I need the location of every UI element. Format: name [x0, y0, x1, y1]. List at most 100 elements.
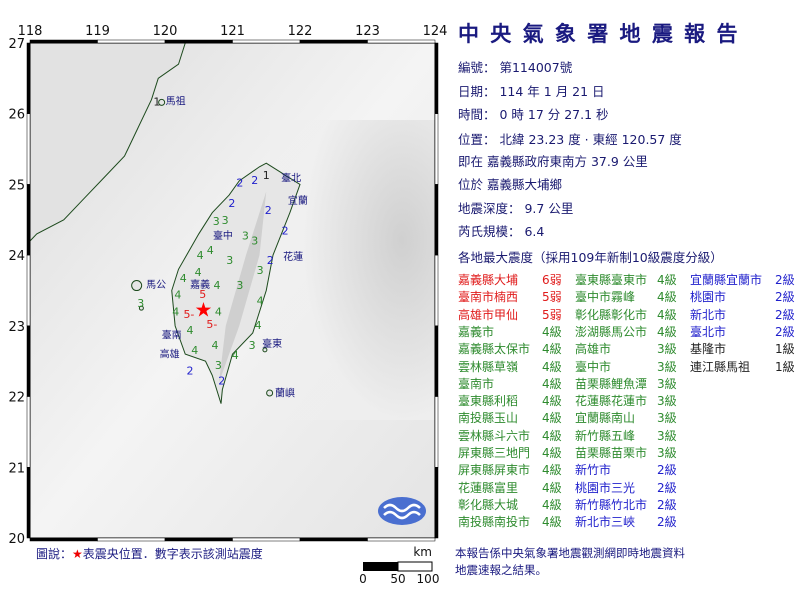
station-intensity-label: 3 [236, 279, 243, 292]
station-intensity-label: 4 [215, 306, 222, 319]
frame-segment-right [434, 113, 439, 185]
intensity-place: 苗栗縣鯉魚潭 [575, 376, 648, 391]
intensity-place: 臺南市 [458, 376, 495, 391]
station-intensity-label: 3 [242, 229, 249, 242]
penghu-island [131, 280, 143, 292]
frame-segment-right [434, 396, 439, 468]
station-intensity-label: 4 [197, 249, 204, 262]
intensity-level: 3級 [657, 376, 677, 391]
station-intensity-label: 1 [153, 96, 160, 109]
lon-tick-label: 123 [355, 24, 380, 39]
station-intensity-label: 2 [218, 374, 225, 387]
report-location: 位置： 北緯 23.23 度 · 東經 120.57 度 [458, 132, 682, 147]
lat-tick-label: 22 [8, 391, 25, 406]
frame-segment-top [97, 39, 166, 44]
lat-tick-label: 23 [8, 320, 25, 335]
lat-tick-label: 27 [8, 37, 25, 52]
intensity-place: 嘉義縣太保市 [458, 342, 531, 357]
place-name-label: 臺北 [281, 171, 301, 184]
station-intensity-label: 4 [207, 244, 214, 257]
station-intensity-label: 4 [232, 349, 239, 362]
matsu-island [158, 98, 166, 106]
intensity-place: 高雄市甲仙 [458, 307, 519, 322]
station-intensity-label: 4 [186, 324, 193, 337]
report-time: 時間： 0 時 17 分 27.1 秒 [458, 107, 609, 122]
intensity-place: 嘉義市 [458, 324, 495, 339]
intensity-level: 4級 [542, 497, 562, 512]
landmasses [29, 42, 301, 404]
report-title: 中 央 氣 象 署 地 震 報 告 [458, 22, 740, 46]
intensity-level: 2級 [657, 515, 677, 530]
intensity-level: 4級 [542, 342, 562, 357]
lon-tick-label: 120 [153, 24, 178, 39]
intensity-level: 4級 [542, 376, 562, 391]
scale-segment-white [397, 561, 433, 572]
intensity-place: 高雄市 [575, 342, 612, 357]
cwa-logo-icon [378, 497, 426, 525]
station-intensity-label: 4 [174, 289, 181, 302]
intensity-place: 南投縣南投市 [458, 515, 531, 530]
intensity-level: 1級 [775, 342, 795, 357]
frame-segment-right [434, 325, 439, 397]
station-intensity-label: 4 [191, 344, 198, 357]
intensity-level: 4級 [657, 290, 677, 305]
station-intensity-label: 3 [226, 254, 233, 267]
intensity-place: 臺中市 [575, 359, 612, 374]
scale-tick-label: 0 [359, 572, 367, 586]
frame-segment-bottom [299, 537, 368, 542]
place-name-label: 臺東 [262, 337, 282, 350]
station-intensity-label: 3 [222, 214, 229, 227]
intensity-level: 3級 [657, 428, 677, 443]
intensity-place: 新竹縣五峰 [575, 428, 636, 443]
intensity-place: 花蓮縣花蓮市 [575, 394, 648, 409]
station-intensity-label: 3 [251, 234, 258, 247]
intensity-level: 3級 [657, 342, 677, 357]
frame-segment-bottom [29, 537, 98, 542]
intensity-level: 4級 [542, 324, 562, 339]
report-area: 位於 嘉義縣大埔鄉 [458, 177, 562, 192]
intensity-level: 4級 [542, 394, 562, 409]
station-intensity-label: 3 [215, 359, 222, 372]
intensity-place: 新竹縣竹北市 [575, 497, 648, 512]
place-name-label: 臺中 [213, 229, 233, 242]
intensity-place: 臺東縣臺東市 [575, 273, 648, 287]
intensity-level: 6弱 [542, 273, 562, 287]
station-intensity-label: 4 [180, 272, 187, 285]
report-magnitude: 芮氏規模： 6.4 [458, 224, 545, 239]
intensity-place: 桃園市三光 [575, 480, 636, 495]
intensity-level: 4級 [542, 359, 562, 374]
intensity-place: 宜蘭縣宜蘭市 [690, 273, 763, 287]
station-intensity-label: 4 [195, 266, 202, 279]
frame-segment-bottom [164, 537, 233, 542]
frame-segment-top [232, 39, 301, 44]
legend-text: 表震央位置．數字表示該測站震度 [82, 547, 263, 561]
intensity-place: 雲林縣草嶺 [458, 359, 519, 374]
intensity-level: 5弱 [542, 307, 562, 322]
report-date: 日期： 114 年 1 月 21 日 [458, 84, 605, 99]
epicenter-star-icon: ★ [195, 298, 213, 322]
lon-tick-label: 124 [423, 24, 448, 39]
place-name-label: 蘭嶼 [275, 386, 295, 399]
lat-tick-label: 24 [8, 249, 25, 264]
station-intensity-label: 5- [206, 318, 217, 331]
intensity-level: 2級 [657, 480, 677, 495]
intensity-level: 2級 [657, 463, 677, 478]
place-name-label: 臺南 [162, 328, 182, 341]
station-intensity-label: 4 [211, 339, 218, 352]
report-note-line2: 地震速報之結果。 [455, 563, 547, 577]
intensity-place: 宜蘭縣南山 [575, 411, 636, 426]
intensity-level: 2級 [775, 324, 795, 339]
report-relative-location: 即在 嘉義縣政府東南方 37.9 公里 [458, 154, 648, 169]
scale-tick-label: 50 [390, 572, 405, 586]
intensity-level: 4級 [657, 273, 677, 287]
legend-prefix: 圖說： [36, 547, 73, 561]
lon-tick-label: 119 [85, 24, 110, 39]
frame-segment-right [434, 467, 439, 539]
intensity-place: 新竹市 [575, 463, 612, 478]
intensity-place: 新北市 [690, 307, 727, 322]
station-intensity-label: 4 [213, 279, 220, 292]
station-intensity-label: 5 [199, 288, 206, 301]
intensity-place: 臺北市 [690, 324, 727, 339]
